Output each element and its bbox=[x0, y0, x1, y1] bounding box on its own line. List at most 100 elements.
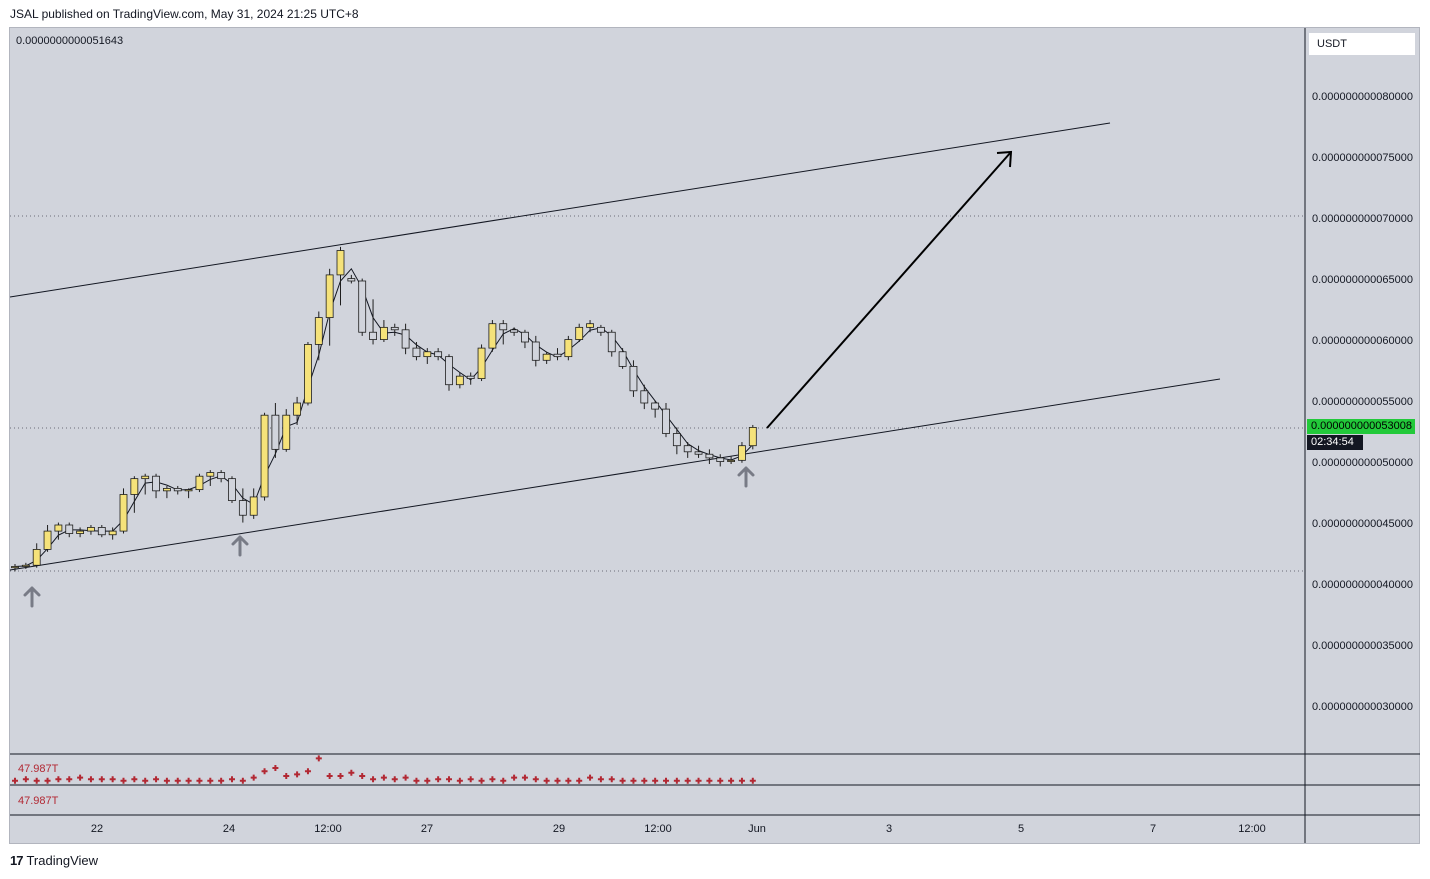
bearish-candle bbox=[152, 475, 160, 492]
x-axis-tick-label: 27 bbox=[420, 823, 434, 835]
bullish-candle bbox=[130, 478, 139, 495]
x-axis-tick-label: 3 bbox=[885, 823, 893, 835]
bullish-candle bbox=[119, 494, 128, 532]
bullish-candle bbox=[314, 317, 323, 345]
bearish-candle bbox=[401, 329, 410, 349]
bearish-candle bbox=[705, 453, 714, 459]
bearish-candle bbox=[97, 527, 106, 536]
bearish-candle bbox=[607, 331, 616, 353]
indicator-scale-label: 47.987T bbox=[18, 795, 59, 807]
y-axis-tick-label: 0.000000000055000 bbox=[1312, 396, 1413, 408]
indicator-cross-marker bbox=[391, 776, 398, 783]
bearish-candle bbox=[597, 326, 605, 333]
indicator-cross-marker bbox=[120, 777, 127, 784]
indicator-cross-marker bbox=[500, 777, 507, 784]
indicator-cross-marker bbox=[424, 777, 431, 784]
bearish-candle bbox=[271, 414, 280, 450]
indicator-cross-marker bbox=[261, 768, 268, 775]
indicator-cross-marker bbox=[66, 776, 73, 783]
indicator-cross-marker bbox=[196, 777, 203, 784]
currency-selector[interactable]: USDT bbox=[1308, 32, 1416, 56]
indicator-cross-marker bbox=[370, 776, 377, 783]
indicator-cross-marker bbox=[446, 776, 452, 783]
indicator-value-label: 47.987T bbox=[18, 763, 59, 775]
annotations-layer bbox=[23, 150, 1013, 608]
bullish-candle bbox=[748, 426, 757, 447]
bullish-candle bbox=[488, 323, 497, 349]
bullish-candle bbox=[727, 459, 735, 462]
bearish-candle bbox=[618, 351, 627, 367]
x-axis-tick-label: 24 bbox=[222, 823, 236, 835]
indicator-cross-marker bbox=[229, 776, 235, 783]
indicator-cross-marker bbox=[456, 777, 463, 784]
tradingview-footer[interactable]: 17 TradingView bbox=[10, 853, 98, 868]
bullish-candle bbox=[379, 326, 388, 340]
indicator-cross-marker bbox=[532, 776, 539, 783]
indicator-cross-marker bbox=[695, 777, 702, 784]
indicator-cross-marker bbox=[283, 773, 290, 779]
indicator-cross-marker bbox=[185, 777, 192, 784]
indicator-cross-marker bbox=[543, 777, 550, 784]
y-axis-tick-label: 0.000000000070000 bbox=[1312, 213, 1413, 225]
indicator-cross-marker bbox=[717, 777, 724, 784]
bullish-candle bbox=[108, 530, 117, 536]
indicator-cross-marker bbox=[435, 776, 442, 783]
bullish-candle bbox=[260, 414, 269, 498]
up-arrow-icon bbox=[23, 586, 41, 608]
indicator-cross-marker bbox=[272, 765, 279, 771]
indicator-cross-marker bbox=[380, 774, 387, 781]
indicator-cross-marker bbox=[608, 776, 615, 783]
bearish-candle bbox=[499, 323, 508, 331]
bearish-candle bbox=[228, 478, 236, 502]
indicator-cross-marker bbox=[55, 776, 62, 783]
bar-countdown-badge: 02:34:54 bbox=[1307, 435, 1363, 450]
bearish-candle bbox=[531, 341, 540, 361]
axes-layer bbox=[10, 28, 1420, 843]
ohlc-readout: 0.0000000000051643 bbox=[16, 35, 124, 47]
indicator-cross-marker bbox=[749, 777, 756, 784]
bullish-candle bbox=[162, 487, 171, 492]
bearish-candle bbox=[412, 347, 421, 358]
y-axis-tick-label: 0.000000000065000 bbox=[1312, 274, 1413, 286]
bearish-candle bbox=[651, 402, 660, 410]
indicator-cross-marker bbox=[87, 776, 94, 783]
indicator-cross-marker bbox=[521, 774, 528, 781]
indicator-cross-marker bbox=[337, 773, 344, 779]
bullish-candle bbox=[586, 323, 594, 328]
tradingview-logo-icon: 17 bbox=[10, 853, 24, 868]
indicator-cross-marker bbox=[728, 777, 735, 784]
bullish-candle bbox=[87, 527, 95, 532]
indicator-layer bbox=[12, 755, 756, 784]
indicator-cross-marker bbox=[131, 776, 138, 783]
y-axis-tick-label: 0.000000000030000 bbox=[1312, 701, 1413, 713]
y-axis-tick-label: 0.000000000045000 bbox=[1312, 518, 1413, 530]
indicator-cross-marker bbox=[684, 777, 691, 784]
bullish-candle bbox=[336, 250, 345, 276]
bullish-candle bbox=[11, 566, 19, 569]
bearish-candle bbox=[238, 500, 247, 516]
indicator-cross-marker bbox=[250, 774, 257, 781]
indicator-cross-marker bbox=[489, 776, 496, 783]
chart-panel[interactable] bbox=[9, 27, 1420, 844]
bullish-candle bbox=[32, 549, 41, 566]
indicator-cross-marker bbox=[153, 776, 160, 783]
bearish-candle bbox=[683, 445, 692, 453]
bearish-candle bbox=[694, 451, 703, 455]
indicator-cross-marker bbox=[402, 774, 409, 781]
bearish-candle bbox=[445, 356, 453, 386]
bearish-candle bbox=[358, 280, 367, 333]
indicator-cross-marker bbox=[597, 776, 604, 783]
bearish-candle bbox=[347, 278, 356, 282]
indicator-cross-marker bbox=[630, 777, 637, 784]
x-axis-tick-label: 5 bbox=[1017, 823, 1025, 835]
indicator-cross-marker bbox=[142, 777, 149, 784]
indicator-cross-marker bbox=[359, 773, 366, 779]
last-price-badge: 0.000000000053008 bbox=[1307, 419, 1415, 434]
projection-arrow-line bbox=[766, 151, 1012, 429]
indicator-cross-marker bbox=[315, 755, 322, 762]
bullish-candle bbox=[423, 351, 432, 358]
grid-layer bbox=[10, 215, 1305, 572]
bullish-candle bbox=[76, 530, 84, 534]
projection-arrow-head bbox=[996, 150, 1013, 168]
